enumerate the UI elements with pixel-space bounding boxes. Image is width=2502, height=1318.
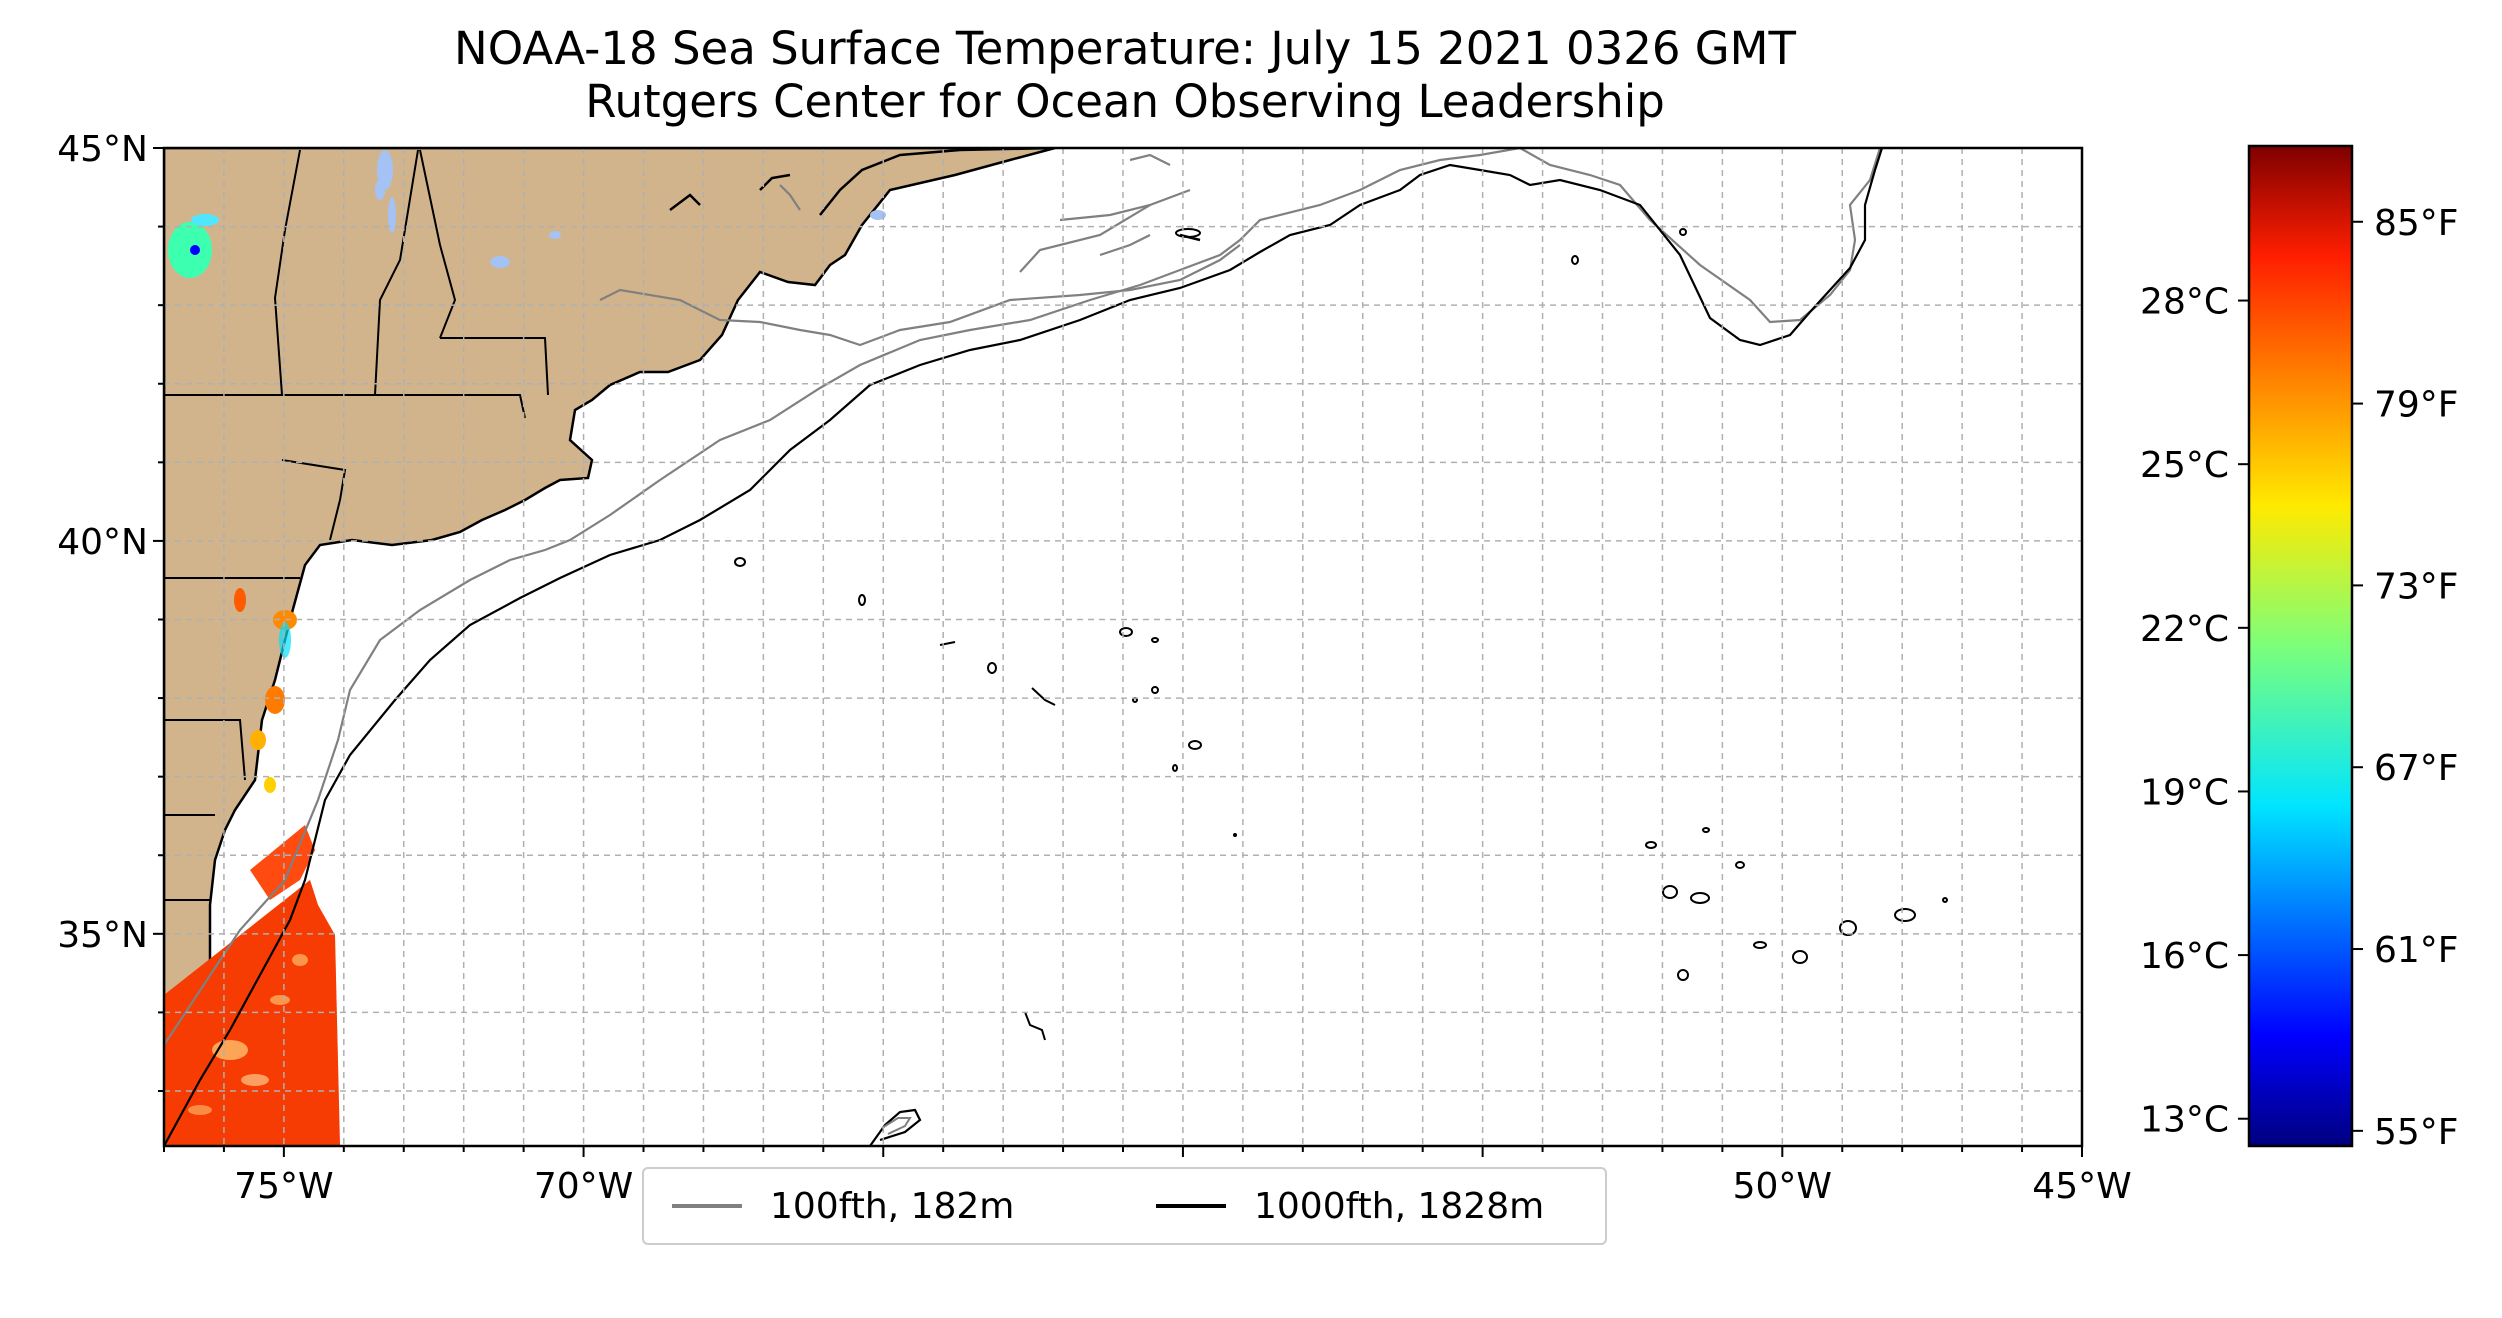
celsius-tick-label: 13°C (2140, 1100, 2229, 1141)
lon-tick-label: 45°W (2032, 1166, 2131, 1207)
lat-tick-label: 40°N (57, 522, 148, 563)
colorbar-celsius-axis: 28°C 25°C 22°C 19°C 16°C 13°C (2140, 282, 2249, 1141)
legend: 100fth, 182m 1000fth, 1828m (642, 1167, 1607, 1245)
fahrenheit-tick-label: 55°F (2374, 1112, 2459, 1153)
colorbar (2249, 146, 2352, 1146)
fahrenheit-tick-label: 73°F (2374, 566, 2459, 607)
celsius-tick-label: 22°C (2140, 609, 2229, 650)
legend-swatch-1000fth (1156, 1204, 1226, 1208)
lat-tick-label: 45°N (57, 129, 148, 170)
latitude-axis: 45°N 40°N 35°N (57, 129, 164, 1091)
lon-tick-label: 70°W (534, 1166, 633, 1207)
fahrenheit-tick-label: 61°F (2374, 930, 2459, 971)
celsius-tick-label: 16°C (2140, 936, 2229, 977)
legend-label-1000fth: 1000fth, 1828m (1254, 1186, 1544, 1227)
legend-swatch-100fth (672, 1204, 742, 1208)
fahrenheit-tick-label: 79°F (2374, 385, 2459, 426)
celsius-tick-label: 25°C (2140, 445, 2229, 486)
legend-entry-100fth: 100fth, 182m (672, 1169, 1014, 1243)
celsius-tick-label: 19°C (2140, 772, 2229, 813)
sst-map-figure: 75°W70°W65°W60°W55°W50°W45°W 45°N40°N35°… (0, 0, 2502, 1318)
fahrenheit-tick-label: 85°F (2374, 203, 2459, 244)
fahrenheit-tick-label: 67°F (2374, 748, 2459, 789)
lon-tick-label: 75°W (234, 1166, 333, 1207)
colorbar-fahrenheit-axis: 85°F 79°F 73°F 67°F 61°F 55°F (2352, 203, 2459, 1153)
lat-tick-label: 35°N (57, 915, 148, 956)
lon-tick-label: 50°W (1733, 1166, 1832, 1207)
celsius-tick-label: 28°C (2140, 282, 2229, 323)
legend-label-100fth: 100fth, 182m (770, 1186, 1014, 1227)
legend-entry-1000fth: 1000fth, 1828m (1156, 1169, 1544, 1243)
